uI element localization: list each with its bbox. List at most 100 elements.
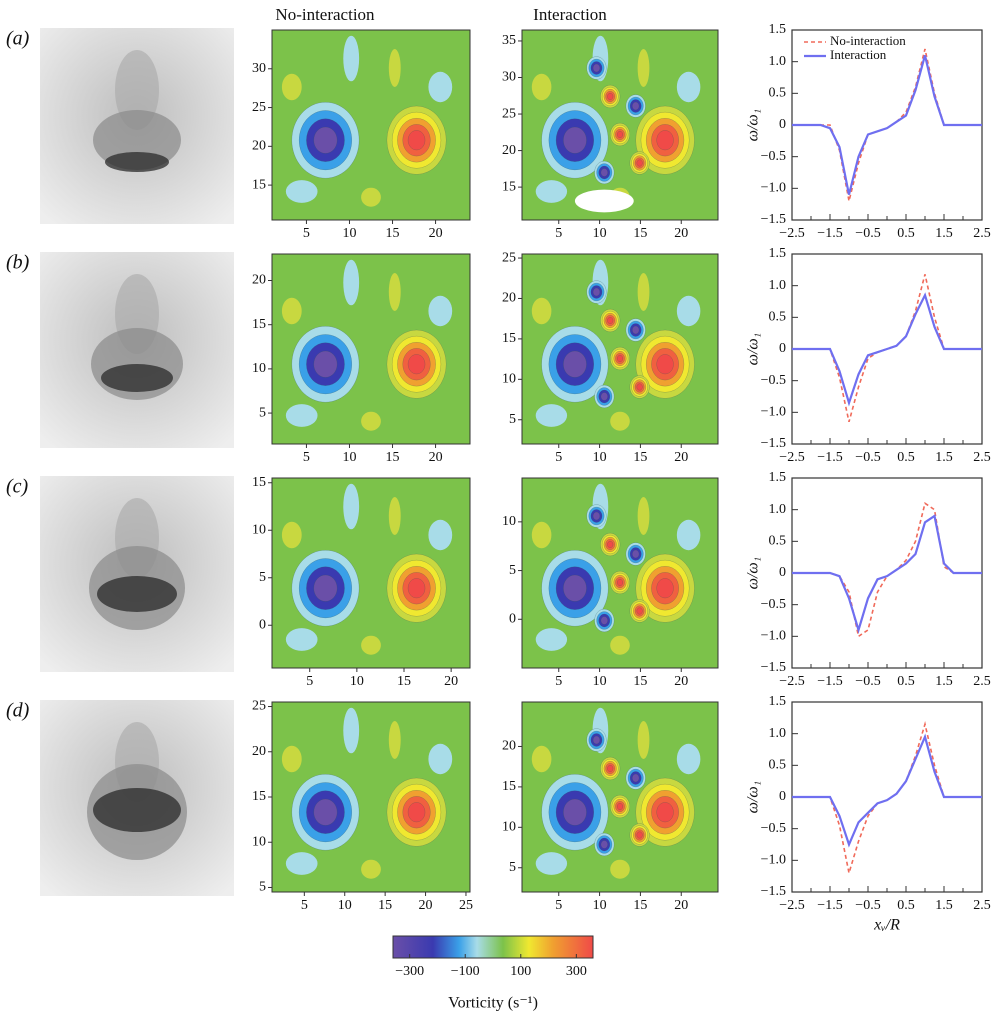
- x-tick-label: 15: [633, 450, 647, 465]
- x-tick-label: 1.5: [935, 898, 953, 913]
- x-tick-label: 20: [674, 674, 688, 689]
- y-tick-label: 20: [252, 744, 266, 759]
- y-tick-label: 30: [252, 61, 266, 76]
- y-tick-label: 15: [502, 331, 516, 346]
- contour-level: [592, 63, 601, 73]
- y-tick-label: 5: [259, 880, 266, 895]
- contour-field: [522, 30, 718, 220]
- contour-level: [636, 383, 643, 391]
- plot-frame: [271, 253, 471, 445]
- x-tick-label: 15: [397, 674, 411, 689]
- y-tick-label: 10: [502, 514, 516, 529]
- y-tick-label: 1.5: [769, 246, 787, 261]
- contour-level: [636, 159, 643, 167]
- contour-level: [592, 735, 601, 745]
- y-tick-label: 5: [509, 563, 516, 578]
- x-tick-label: 10: [593, 674, 607, 689]
- x-tick-label: 20: [674, 226, 688, 241]
- contour-patch: [361, 859, 381, 879]
- x-tick-label: 5: [555, 226, 562, 241]
- x-tick-label: 20: [674, 450, 688, 465]
- photo-core: [93, 788, 181, 832]
- contour-level: [607, 93, 614, 100]
- x-tick-label: 2.5: [973, 450, 991, 465]
- y-tick-label: −1.0: [761, 629, 786, 644]
- contour-patch: [285, 852, 318, 875]
- photo-core: [105, 152, 169, 172]
- profile-line: [792, 514, 982, 634]
- contour-level: [407, 130, 426, 151]
- y-tick-label: 0: [779, 789, 786, 804]
- x-tick-label: −2.5: [779, 226, 804, 241]
- photo-core: [101, 364, 173, 392]
- colorbar-label: Vorticity (s⁻¹): [448, 995, 538, 1012]
- y-tick-label: 15: [502, 779, 516, 794]
- y-tick-label: −0.5: [761, 821, 786, 836]
- contour-level: [632, 101, 640, 111]
- contour-level: [407, 802, 426, 823]
- contour-patch: [535, 628, 568, 651]
- contour-patch: [637, 273, 650, 311]
- contour-level: [656, 130, 674, 151]
- x-tick-label: −1.5: [817, 226, 842, 241]
- y-tick-label: 0: [259, 617, 266, 632]
- contour-level: [600, 840, 608, 849]
- contour-level: [607, 765, 614, 772]
- contour-blank: [574, 189, 634, 213]
- x-tick-label: 5: [303, 450, 310, 465]
- y-tick-label: 0: [509, 612, 516, 627]
- y-tick-label: 1.5: [769, 694, 787, 709]
- y-tick-label: 25: [252, 100, 266, 115]
- contour-patch: [281, 73, 302, 101]
- x-tick-label: −0.5: [855, 674, 880, 689]
- contour-patch: [388, 721, 401, 759]
- contour-level: [636, 831, 643, 839]
- legend-label: Interaction: [830, 47, 887, 62]
- x-tick-label: −1.5: [817, 674, 842, 689]
- contour-patch: [343, 707, 360, 754]
- contour-level: [563, 574, 587, 602]
- profile-line: [792, 721, 982, 874]
- y-tick-label: 20: [502, 143, 516, 158]
- contour-level: [617, 131, 624, 138]
- contour-level: [607, 541, 614, 548]
- x-tick-label: 1.5: [935, 450, 953, 465]
- y-tick-label: −1.0: [761, 853, 786, 868]
- y-tick-label: −1.5: [761, 884, 786, 899]
- contour-patch: [610, 859, 630, 879]
- contour-level: [656, 802, 674, 823]
- x-axis-label: xᵥ/R: [873, 917, 900, 934]
- x-tick-label: 15: [633, 226, 647, 241]
- y-tick-label: 10: [252, 834, 266, 849]
- contour-level: [656, 354, 674, 375]
- contour-field: [272, 254, 470, 444]
- x-tick-label: −1.5: [817, 450, 842, 465]
- y-tick-label: 0.5: [769, 310, 787, 325]
- contour-patch: [343, 35, 360, 82]
- contour-patch: [531, 297, 552, 325]
- contour-patch: [676, 71, 701, 103]
- column-title: Interaction: [533, 5, 607, 24]
- x-tick-label: 20: [429, 226, 443, 241]
- x-tick-label: 10: [593, 226, 607, 241]
- contour-patch: [361, 187, 381, 207]
- x-tick-label: −2.5: [779, 898, 804, 913]
- x-tick-label: 5: [555, 450, 562, 465]
- contour-patch: [285, 180, 318, 203]
- contour-field: [272, 702, 470, 892]
- y-tick-label: 5: [259, 405, 266, 420]
- contour-patch: [637, 721, 650, 759]
- y-tick-label: 0.5: [769, 534, 787, 549]
- plot-frame: [521, 29, 719, 221]
- contour-level: [617, 803, 624, 810]
- contour-patch: [428, 295, 453, 327]
- y-tick-label: 30: [502, 70, 516, 85]
- y-tick-label: 10: [502, 820, 516, 835]
- contour-level: [600, 616, 608, 625]
- y-tick-label: 5: [259, 570, 266, 585]
- contour-patch: [531, 521, 552, 549]
- x-tick-label: 1.5: [935, 674, 953, 689]
- contour-patch: [428, 71, 453, 103]
- contour-patch: [676, 519, 701, 551]
- column-title: No-interaction: [275, 5, 375, 24]
